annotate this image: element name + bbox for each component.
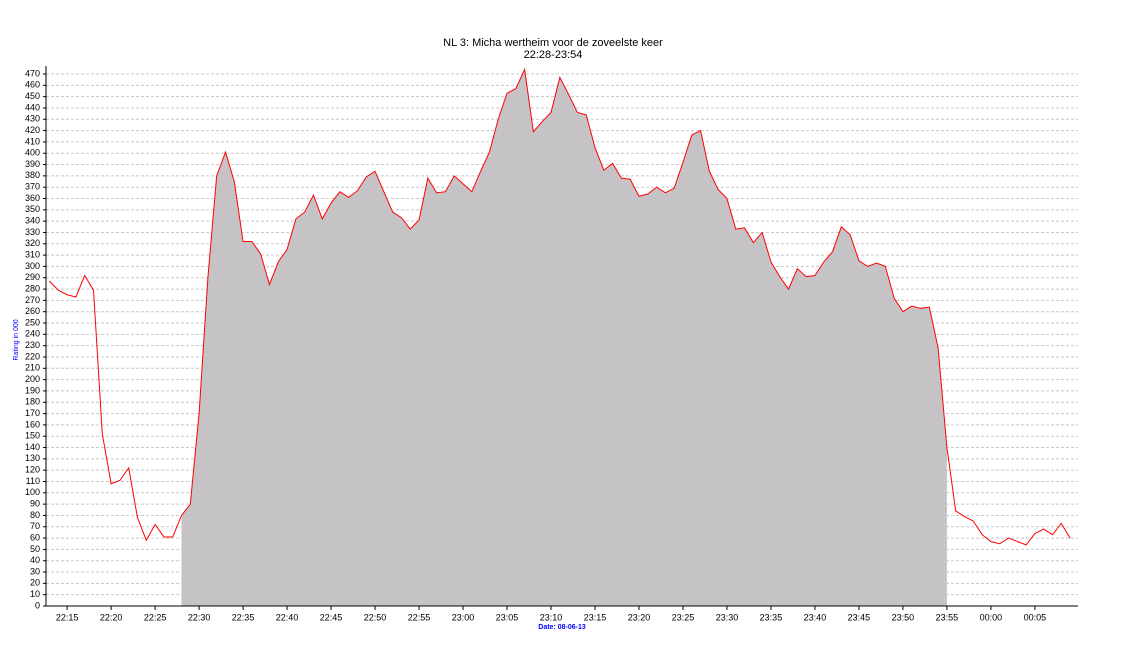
y-tick-label: 30 — [30, 566, 40, 576]
y-tick-label: 420 — [25, 125, 40, 135]
y-tick-label: 100 — [25, 487, 40, 497]
x-tick-label: 22:55 — [408, 612, 431, 622]
x-tick-label: 22:30 — [188, 612, 211, 622]
y-tick-label: 120 — [25, 465, 40, 475]
y-tick-label: 250 — [25, 317, 40, 327]
y-tick-label: 260 — [25, 306, 40, 316]
x-tick-label: 23:35 — [760, 612, 783, 622]
x-tick-label: 22:35 — [232, 612, 255, 622]
y-tick-label: 230 — [25, 340, 40, 350]
area-fill — [181, 69, 947, 606]
y-tick-label: 280 — [25, 283, 40, 293]
x-tick-label: 23:15 — [584, 612, 607, 622]
y-tick-label: 410 — [25, 136, 40, 146]
y-tick-label: 450 — [25, 91, 40, 101]
y-tick-label: 460 — [25, 80, 40, 90]
x-tick-label: 23:45 — [848, 612, 871, 622]
y-tick-label: 90 — [30, 499, 40, 509]
x-tick-label: 22:50 — [364, 612, 387, 622]
y-tick-label: 340 — [25, 216, 40, 226]
x-tick-label: 22:15 — [56, 612, 79, 622]
y-tick-label: 200 — [25, 374, 40, 384]
y-tick-label: 270 — [25, 295, 40, 305]
x-tick-label: 23:00 — [452, 612, 475, 622]
y-tick-label: 290 — [25, 272, 40, 282]
x-tick-label: 23:25 — [672, 612, 695, 622]
x-tick-label: 23:30 — [716, 612, 739, 622]
y-tick-label: 300 — [25, 261, 40, 271]
x-tick-label: 23:40 — [804, 612, 827, 622]
y-tick-label: 110 — [26, 476, 40, 486]
x-tick-label: 23:20 — [628, 612, 651, 622]
y-tick-label: 380 — [25, 170, 40, 180]
x-tick-label: 23:05 — [496, 612, 519, 622]
y-tick-label: 10 — [30, 589, 40, 599]
x-tick-label: 00:00 — [980, 612, 1003, 622]
y-tick-label: 330 — [25, 227, 40, 237]
x-axis-label: Date: 08-06-13 — [538, 624, 586, 631]
x-tick-label: 00:05 — [1024, 612, 1047, 622]
chart-subtitle: 22:28-23:54 — [524, 49, 583, 61]
y-tick-label: 210 — [25, 363, 40, 373]
chart-title: NL 3: Micha wertheim voor de zoveelste k… — [443, 37, 663, 49]
y-tick-label: 0 — [35, 600, 40, 610]
y-tick-label: 20 — [30, 578, 40, 588]
y-tick-label: 370 — [25, 182, 40, 192]
y-tick-label: 180 — [25, 397, 40, 407]
y-tick-label: 320 — [25, 238, 40, 248]
y-tick-label: 190 — [25, 385, 40, 395]
y-tick-label: 150 — [25, 431, 40, 441]
y-tick-label: 390 — [25, 159, 40, 169]
x-tick-label: 22:25 — [144, 612, 167, 622]
y-tick-label: 130 — [25, 453, 40, 463]
y-tick-label: 400 — [25, 148, 40, 158]
y-tick-label: 350 — [25, 204, 40, 214]
y-axis-label: Rating in 000 — [13, 319, 20, 360]
y-tick-label: 50 — [30, 544, 40, 554]
y-tick-label: 430 — [25, 114, 40, 124]
x-tick-label: 23:10 — [540, 612, 563, 622]
y-tick-label: 160 — [25, 419, 40, 429]
x-tick-label: 23:55 — [936, 612, 959, 622]
y-tick-label: 360 — [25, 193, 40, 203]
y-tick-label: 140 — [25, 442, 40, 452]
line — [49, 67, 1071, 546]
y-tick-label: 470 — [25, 68, 40, 78]
y-tick-label: 220 — [25, 351, 40, 361]
x-tick-label: 22:45 — [320, 612, 343, 622]
y-tick-label: 80 — [30, 510, 40, 520]
y-tick-label: 40 — [30, 555, 40, 565]
x-tick-label: 23:50 — [892, 612, 915, 622]
y-tick-label: 240 — [25, 329, 40, 339]
y-tick-label: 70 — [30, 521, 40, 531]
x-tick-label: 22:40 — [276, 612, 299, 622]
y-tick-label: 60 — [30, 532, 40, 542]
y-tick-label: 440 — [25, 102, 40, 112]
y-tick-label: 170 — [25, 408, 40, 418]
y-tick-label: 310 — [25, 249, 40, 259]
x-tick-label: 22:20 — [100, 612, 123, 622]
